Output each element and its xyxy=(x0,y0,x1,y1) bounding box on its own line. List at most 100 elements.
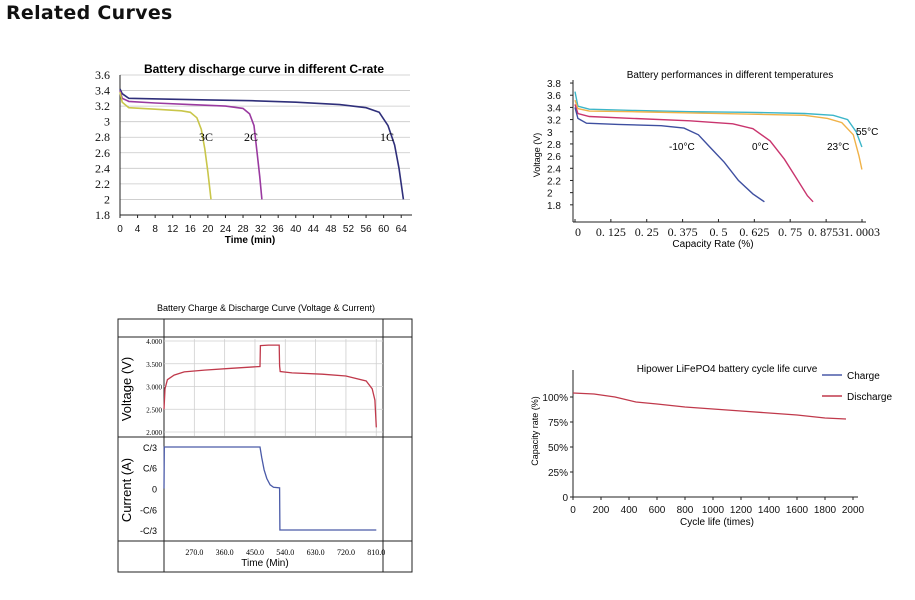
c3-series-lines xyxy=(163,344,377,531)
c1-x-tick-11: 44 xyxy=(308,224,320,235)
c2-y-tick-6: 2.6 xyxy=(547,152,561,163)
c1-series-3C xyxy=(119,91,212,200)
cycle-life-chart: Hipower LiFePO4 battery cycle life curve… xyxy=(530,364,892,528)
c1-label-3c: 3C xyxy=(199,130,213,144)
c2-x-tick-3: 0. 375 xyxy=(668,225,698,239)
c4-series-lines xyxy=(572,392,847,420)
c1-y-tick-0: 3.6 xyxy=(95,68,110,82)
c4-x-tick-6: 1200 xyxy=(730,505,753,516)
c3-gridlines xyxy=(164,339,383,436)
c1-x-tick-1: 4 xyxy=(135,224,141,235)
charge-discharge-chart: Battery Charge & Discharge Curve (Voltag… xyxy=(117,303,413,573)
page-title: Related Curves xyxy=(6,2,173,24)
c1-x-tick-10: 40 xyxy=(290,224,302,235)
c1-y-tick-2: 3.2 xyxy=(95,99,110,113)
c4-x-tick-2: 400 xyxy=(621,505,638,516)
c1-x-tick-7: 28 xyxy=(237,224,249,235)
c2-y-tick-4: 3 xyxy=(547,128,553,139)
c2-x-tick-5: 0. 625 xyxy=(739,225,769,239)
c2-x-tick-0: 0 xyxy=(575,225,581,239)
c4-x-tick-0: 0 xyxy=(570,505,576,516)
c3-title: Battery Charge & Discharge Curve (Voltag… xyxy=(157,303,375,313)
c3-current-tick-2: 0 xyxy=(152,485,157,495)
c3-voltage-axis-label: Voltage (V) xyxy=(119,357,134,421)
c4-y-tick-4: 0 xyxy=(562,493,568,504)
c1-y-tick-4: 2.8 xyxy=(95,130,110,144)
c2-series-3 xyxy=(574,107,765,203)
c4-x-tick-10: 2000 xyxy=(842,505,865,516)
c3-x-tick-6: 810.0 xyxy=(367,548,385,557)
c1-series-lines xyxy=(119,88,405,200)
c4-x-tick-3: 600 xyxy=(649,505,666,516)
c4-legend-charge: Charge xyxy=(847,371,880,382)
c2-x-tick-4: 0. 5 xyxy=(709,225,727,239)
c1-x-tick-14: 56 xyxy=(360,224,372,235)
c3-x-tick-labels: 270.0 360.0 450.0 540.0 630.0 720.0 810.0 xyxy=(185,548,385,557)
c2-y-tick-3: 3.2 xyxy=(547,116,561,127)
c3-x-tick-5: 720.0 xyxy=(337,548,355,557)
c2-y-tick-9: 2 xyxy=(547,189,553,200)
c2-label-m10c: -10°C xyxy=(669,142,695,153)
c2-y-tick-8: 2.2 xyxy=(547,176,561,187)
c3-current-line xyxy=(163,446,377,531)
c4-x-tick-1: 200 xyxy=(593,505,610,516)
c1-x-tick-15: 60 xyxy=(378,224,390,235)
c2-y-tick-7: 2.4 xyxy=(547,164,561,175)
c4-y-tick-0: 100% xyxy=(542,393,568,404)
c1-x-tick-13: 52 xyxy=(343,224,355,235)
c2-y-tick-10: 1.8 xyxy=(547,201,561,212)
c1-x-tick-0: 0 xyxy=(117,224,123,235)
c1-x-tick-12: 48 xyxy=(325,224,337,235)
c2-y-axis-label: Voltage (V) xyxy=(532,133,542,178)
c1-x-tick-16: 64 xyxy=(396,224,408,235)
c1-y-tick-7: 2.2 xyxy=(95,177,110,191)
c1-x-tick-labels: 0 4 8 12 16 20 24 28 32 36 40 44 48 52 56 60 64 xyxy=(117,215,407,235)
c4-y-axis-label: Capacity rate (%) xyxy=(530,396,540,466)
c1-gridlines xyxy=(120,74,410,200)
c2-x-tick-2: 0. 25 xyxy=(635,225,659,239)
c4-x-tick-7: 1400 xyxy=(758,505,781,516)
c4-y-tick-1: 75% xyxy=(548,418,568,429)
c4-x-tick-8: 1600 xyxy=(786,505,809,516)
c4-title: Hipower LiFePO4 battery cycle life curve xyxy=(637,364,818,375)
c1-x-tick-2: 8 xyxy=(152,224,158,235)
c3-current-tick-1: C/6 xyxy=(143,464,157,474)
c2-x-tick-6: 0. 75 xyxy=(778,225,802,239)
c3-current-tick-4: -C/3 xyxy=(140,526,157,536)
c1-x-tick-6: 24 xyxy=(220,224,232,235)
c2-y-tick-1: 3.6 xyxy=(547,91,561,102)
c2-y-tick-labels: 3.83.63.4 3.232.82.62.42.2 21.8 xyxy=(547,79,573,212)
c3-voltage-tick-0: 4.000 xyxy=(146,338,162,346)
c3-voltage-line xyxy=(163,344,377,428)
c4-legend-discharge: Discharge xyxy=(847,392,892,403)
c2-y-tick-5: 2.8 xyxy=(547,140,561,151)
c1-x-tick-3: 12 xyxy=(167,224,179,235)
c1-series-1C xyxy=(119,88,405,200)
c1-y-tick-3: 3 xyxy=(104,115,110,129)
c4-x-tick-5: 1000 xyxy=(702,505,725,516)
c2-label-0c: 0°C xyxy=(752,142,769,153)
c3-voltage-tick-2: 3.000 xyxy=(146,384,162,392)
c1-y-tick-5: 2.6 xyxy=(95,146,110,160)
c1-series-2C xyxy=(119,90,263,200)
c3-current-tick-3: -C/6 xyxy=(140,505,157,515)
c4-y-tick-2: 50% xyxy=(548,443,568,454)
c1-plot-area xyxy=(120,75,412,215)
c4-series-discharge xyxy=(572,392,847,420)
c2-series-2 xyxy=(574,104,814,203)
c4-x-tick-4: 800 xyxy=(677,505,694,516)
c3-voltage-tick-4: 2.000 xyxy=(146,429,162,437)
c3-voltage-tick-3: 2.500 xyxy=(146,406,162,414)
c1-x-tick-4: 16 xyxy=(185,224,197,235)
c2-x-axis-label: Capacity Rate (%) xyxy=(672,239,753,250)
c2-title: Battery performances in different temper… xyxy=(627,70,834,81)
c3-x-tick-4: 630.0 xyxy=(307,548,325,557)
c3-current-tick-labels: C/3 C/6 0 -C/6 -C/3 xyxy=(140,443,157,536)
c1-y-tick-1: 3.4 xyxy=(95,84,110,98)
c-rate-discharge-chart: Battery discharge curve in different C-r… xyxy=(95,62,412,246)
c1-label-2c: 2C xyxy=(244,130,258,144)
c1-x-tick-9: 36 xyxy=(273,224,285,235)
c2-x-tick-labels: 0 0. 125 0. 25 0. 375 0. 5 0. 625 0. 75 0. 8753… xyxy=(574,219,880,239)
c3-frame xyxy=(117,318,413,573)
c1-y-tick-6: 2.4 xyxy=(95,161,110,175)
